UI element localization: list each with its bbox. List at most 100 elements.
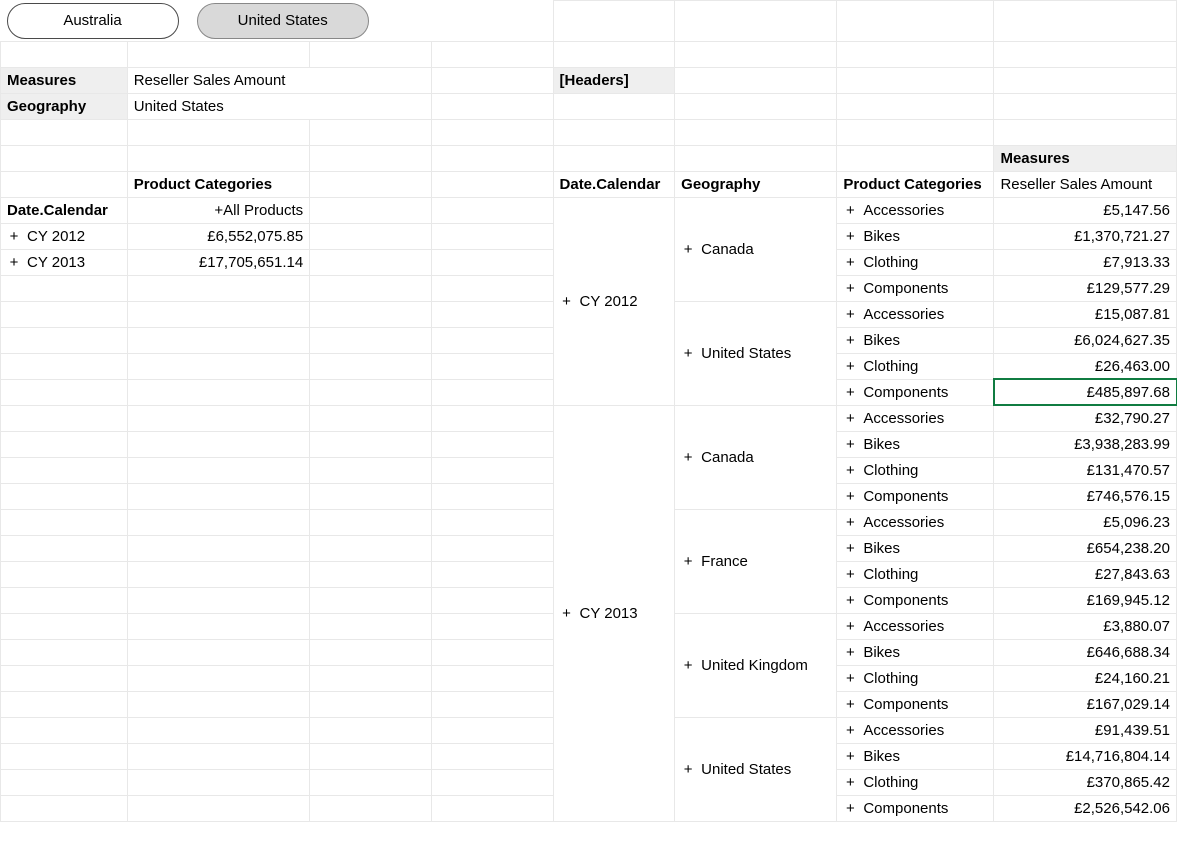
value-cell[interactable]: £26,463.00 bbox=[994, 353, 1177, 379]
value-cell[interactable]: £3,938,283.99 bbox=[994, 431, 1177, 457]
value-cell[interactable]: £746,576.15 bbox=[994, 483, 1177, 509]
expand-icon[interactable]: + bbox=[560, 605, 574, 622]
category-cell[interactable]: +Bikes bbox=[837, 639, 994, 665]
country-cell[interactable]: +United States bbox=[675, 717, 837, 821]
value-cell[interactable]: £6,024,627.35 bbox=[994, 327, 1177, 353]
category-cell[interactable]: +Clothing bbox=[837, 249, 994, 275]
value-cell[interactable]: £32,790.27 bbox=[994, 405, 1177, 431]
value-cell[interactable]: £15,087.81 bbox=[994, 301, 1177, 327]
value-cell[interactable]: £3,880.07 bbox=[994, 613, 1177, 639]
expand-icon[interactable]: + bbox=[843, 436, 857, 453]
expand-icon[interactable]: + bbox=[843, 722, 857, 739]
value-cell[interactable]: £24,160.21 bbox=[994, 665, 1177, 691]
expand-icon[interactable]: + bbox=[843, 462, 857, 479]
year-cell[interactable]: +CY 2013 bbox=[553, 405, 675, 821]
category-cell[interactable]: +Components bbox=[837, 379, 994, 405]
expand-icon[interactable]: + bbox=[7, 254, 21, 271]
expand-icon[interactable]: + bbox=[843, 618, 857, 635]
category-cell[interactable]: +Components bbox=[837, 587, 994, 613]
value-cell[interactable]: £646,688.34 bbox=[994, 639, 1177, 665]
category-cell[interactable]: +Accessories bbox=[837, 509, 994, 535]
right-geography-header: Geography bbox=[675, 171, 837, 197]
expand-icon[interactable]: + bbox=[843, 254, 857, 271]
value-cell[interactable]: £2,526,542.06 bbox=[994, 795, 1177, 821]
expand-icon[interactable]: + bbox=[843, 800, 857, 817]
category-cell[interactable]: +Bikes bbox=[837, 535, 994, 561]
expand-icon[interactable]: + bbox=[7, 228, 21, 245]
category-cell[interactable]: +Clothing bbox=[837, 665, 994, 691]
left-value-cell[interactable]: £17,705,651.14 bbox=[127, 249, 309, 275]
year-cell[interactable]: +CY 2012 bbox=[553, 197, 675, 405]
expand-icon[interactable]: + bbox=[843, 358, 857, 375]
expand-icon[interactable]: + bbox=[681, 761, 695, 778]
left-year-row[interactable]: +CY 2012 bbox=[1, 223, 128, 249]
left-value-cell[interactable]: £6,552,075.85 bbox=[127, 223, 309, 249]
value-cell[interactable]: £5,147.56 bbox=[994, 197, 1177, 223]
value-cell[interactable]: £1,370,721.27 bbox=[994, 223, 1177, 249]
country-cell[interactable]: +United Kingdom bbox=[675, 613, 837, 717]
expand-icon[interactable]: + bbox=[843, 280, 857, 297]
expand-icon[interactable]: + bbox=[681, 553, 695, 570]
expand-icon[interactable]: + bbox=[843, 644, 857, 661]
value-cell[interactable]: £14,716,804.14 bbox=[994, 743, 1177, 769]
measures-filter-value[interactable]: Reseller Sales Amount bbox=[127, 67, 431, 93]
expand-icon[interactable]: + bbox=[843, 306, 857, 323]
country-cell[interactable]: +United States bbox=[675, 301, 837, 405]
category-cell[interactable]: +Bikes bbox=[837, 743, 994, 769]
expand-icon[interactable]: + bbox=[843, 696, 857, 713]
category-cell[interactable]: +Clothing bbox=[837, 561, 994, 587]
expand-icon[interactable]: + bbox=[843, 228, 857, 245]
country-cell[interactable]: +Canada bbox=[675, 197, 837, 301]
expand-icon[interactable]: + bbox=[843, 488, 857, 505]
expand-icon[interactable]: + bbox=[560, 293, 574, 310]
category-cell[interactable]: +Components bbox=[837, 691, 994, 717]
slicer-australia-button[interactable]: Australia bbox=[7, 3, 179, 39]
value-cell[interactable]: £654,238.20 bbox=[994, 535, 1177, 561]
expand-icon[interactable]: + bbox=[843, 514, 857, 531]
expand-icon[interactable]: + bbox=[843, 748, 857, 765]
expand-icon[interactable]: + bbox=[843, 670, 857, 687]
value-cell[interactable]: £485,897.68 bbox=[994, 379, 1177, 405]
category-cell[interactable]: +Components bbox=[837, 795, 994, 821]
expand-icon[interactable]: + bbox=[843, 332, 857, 349]
category-cell[interactable]: +Accessories bbox=[837, 405, 994, 431]
value-cell[interactable]: £370,865.42 bbox=[994, 769, 1177, 795]
category-cell[interactable]: +Accessories bbox=[837, 717, 994, 743]
category-cell[interactable]: +Clothing bbox=[837, 353, 994, 379]
expand-icon[interactable]: + bbox=[843, 540, 857, 557]
category-cell[interactable]: +Bikes bbox=[837, 327, 994, 353]
category-cell[interactable]: +Bikes bbox=[837, 431, 994, 457]
expand-icon[interactable]: + bbox=[843, 410, 857, 427]
country-cell[interactable]: +France bbox=[675, 509, 837, 613]
value-cell[interactable]: £7,913.33 bbox=[994, 249, 1177, 275]
value-cell[interactable]: £91,439.51 bbox=[994, 717, 1177, 743]
expand-icon[interactable]: + bbox=[843, 592, 857, 609]
value-cell[interactable]: £131,470.57 bbox=[994, 457, 1177, 483]
expand-icon[interactable]: + bbox=[681, 345, 695, 362]
category-cell[interactable]: +Components bbox=[837, 483, 994, 509]
left-value-cell[interactable]: +All Products bbox=[127, 197, 309, 223]
value-cell[interactable]: £169,945.12 bbox=[994, 587, 1177, 613]
expand-icon[interactable]: + bbox=[843, 566, 857, 583]
expand-icon[interactable]: + bbox=[681, 449, 695, 466]
category-cell[interactable]: +Accessories bbox=[837, 301, 994, 327]
country-cell[interactable]: +Canada bbox=[675, 405, 837, 509]
expand-icon[interactable]: + bbox=[681, 241, 695, 258]
category-cell[interactable]: +Accessories bbox=[837, 197, 994, 223]
expand-icon[interactable]: + bbox=[843, 202, 857, 219]
value-cell[interactable]: £167,029.14 bbox=[994, 691, 1177, 717]
value-cell[interactable]: £129,577.29 bbox=[994, 275, 1177, 301]
left-year-row[interactable]: +CY 2013 bbox=[1, 249, 128, 275]
category-cell[interactable]: +Clothing bbox=[837, 457, 994, 483]
expand-icon[interactable]: + bbox=[843, 774, 857, 791]
value-cell[interactable]: £27,843.63 bbox=[994, 561, 1177, 587]
expand-icon[interactable]: + bbox=[681, 657, 695, 674]
category-cell[interactable]: +Clothing bbox=[837, 769, 994, 795]
slicer-united-states-button[interactable]: United States bbox=[197, 3, 369, 39]
expand-icon[interactable]: + bbox=[843, 384, 857, 401]
value-cell[interactable]: £5,096.23 bbox=[994, 509, 1177, 535]
category-cell[interactable]: +Bikes bbox=[837, 223, 994, 249]
category-cell[interactable]: +Accessories bbox=[837, 613, 994, 639]
geography-filter-value[interactable]: United States bbox=[127, 93, 431, 119]
category-cell[interactable]: +Components bbox=[837, 275, 994, 301]
